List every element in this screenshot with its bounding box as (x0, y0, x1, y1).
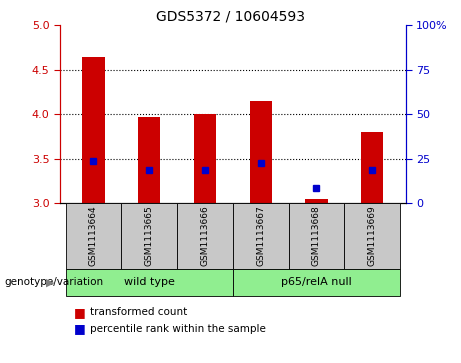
Bar (65, 269, 233, 296)
Text: GSM1113668: GSM1113668 (312, 205, 321, 266)
Bar (177, 203, 233, 269)
Text: p65/relA null: p65/relA null (281, 277, 352, 287)
Bar (65, 203, 121, 269)
Text: transformed count: transformed count (90, 307, 187, 317)
Text: GSM1113665: GSM1113665 (145, 205, 154, 266)
Text: GSM1113669: GSM1113669 (368, 205, 377, 266)
Text: GSM1113667: GSM1113667 (256, 205, 265, 266)
Text: ■: ■ (74, 322, 85, 335)
Bar (194, 114, 216, 203)
Bar (233, 203, 289, 269)
Bar (249, 101, 272, 203)
Text: GSM1113666: GSM1113666 (201, 205, 209, 266)
Bar (233, 269, 400, 296)
Text: GDS5372 / 10604593: GDS5372 / 10604593 (156, 9, 305, 23)
Text: genotype/variation: genotype/variation (5, 277, 104, 287)
Bar (361, 132, 384, 203)
Text: ■: ■ (74, 306, 85, 319)
Text: GSM1113664: GSM1113664 (89, 205, 98, 266)
Bar (82, 57, 105, 203)
Text: wild type: wild type (124, 277, 175, 287)
Bar (344, 203, 400, 269)
Bar (289, 203, 344, 269)
Bar (305, 199, 328, 203)
Text: percentile rank within the sample: percentile rank within the sample (90, 323, 266, 334)
Bar (121, 203, 177, 269)
Bar (138, 117, 160, 203)
Text: ▶: ▶ (47, 277, 55, 287)
